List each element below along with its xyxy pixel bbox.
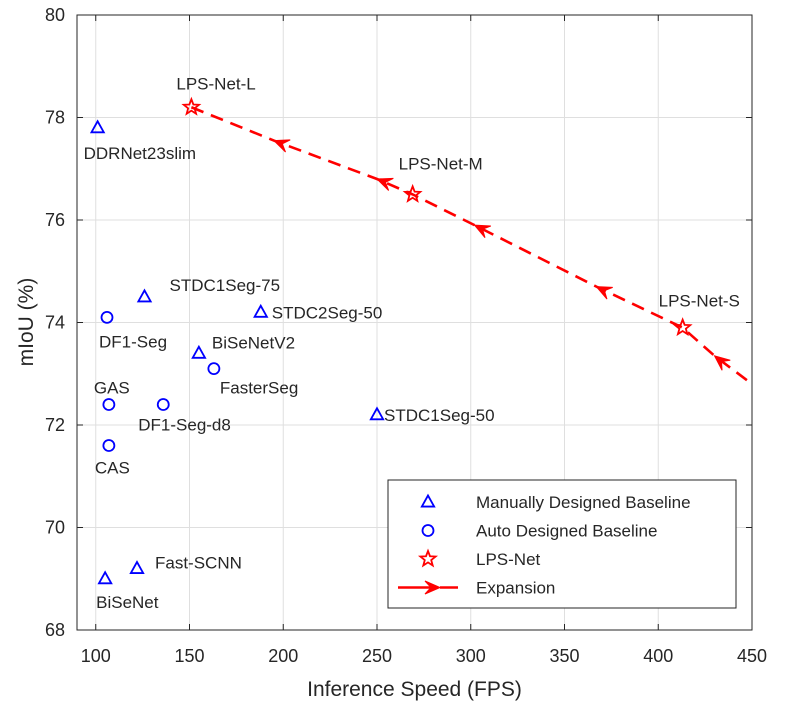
point-label-ddrnet23slim: DDRNet23slim (84, 144, 196, 163)
y-tick-label: 72 (45, 415, 65, 435)
legend-symbol-auto-designed-baseline (421, 524, 435, 537)
point-gas (102, 398, 116, 411)
point-bisenetv2 (191, 344, 207, 359)
y-tick-label: 78 (45, 108, 65, 128)
x-tick-label: 250 (362, 646, 392, 666)
x-tick-label: 400 (643, 646, 673, 666)
point-label-lps-net-s: LPS-Net-S (659, 292, 740, 311)
ticks: 100 150 200 250 300 350 400 450 68 70 72 74 76 78 80 (45, 5, 767, 666)
legend: Manually Designed Baseline Auto Designed … (387, 479, 737, 609)
series-layer: DDRNet23slim STDC1Seg-75 STDC2Seg-50 BiSeNe… (84, 74, 753, 612)
x-tick-label: 350 (549, 646, 579, 666)
point-stdc1seg-75 (136, 288, 153, 303)
point-label-df1-seg-d8: DF1-Seg-d8 (138, 416, 231, 435)
point-lps-net-l (181, 96, 202, 116)
point-lps-net-s (672, 317, 693, 337)
x-tick-label: 200 (268, 646, 298, 666)
point-label-stdc2seg-50: STDC2Seg-50 (272, 303, 383, 322)
point-label-gas: GAS (94, 379, 130, 398)
expansion-arrowhead (595, 286, 613, 300)
legend-symbol-manually-designed-baseline (420, 493, 436, 508)
expansion-arrowhead (375, 177, 394, 191)
point-label-stdc1seg-75: STDC1Seg-75 (170, 276, 281, 295)
point-ddrnet23slim (89, 119, 106, 134)
point-label-fasterseg: FasterSeg (220, 379, 298, 398)
legend-symbol-expansion-arrow (424, 580, 442, 595)
legend-label-lps-net: LPS-Net (476, 550, 541, 569)
point-stdc2seg-50 (253, 303, 269, 318)
series-lps-net: LPS-Net-L LPS-Net-M LPS-Net-S (176, 74, 740, 337)
legend-label-manually-designed-baseline: Manually Designed Baseline (476, 493, 691, 512)
point-stdc1seg-50 (369, 406, 385, 421)
x-tick-label: 100 (81, 646, 111, 666)
point-df1-seg (100, 310, 114, 324)
point-label-lps-net-m: LPS-Net-M (399, 154, 483, 173)
point-cas (102, 439, 116, 452)
y-tick-label: 68 (45, 620, 65, 640)
series-manually-designed-baseline: DDRNet23slim STDC1Seg-75 STDC2Seg-50 BiSeNe… (84, 119, 495, 612)
point-label-stdc1seg-50: STDC1Seg-50 (384, 406, 495, 425)
point-label-bisenet: BiSeNet (96, 593, 159, 612)
y-tick-label: 76 (45, 210, 65, 230)
legend-label-expansion: Expansion (476, 579, 555, 598)
point-label-cas: CAS (95, 459, 130, 478)
point-label-lps-net-l: LPS-Net-L (176, 74, 255, 93)
point-fast-scnn (129, 560, 145, 574)
point-lps-net-m (402, 183, 423, 203)
point-label-fast-scnn: Fast-SCNN (155, 554, 242, 573)
legend-label-auto-designed-baseline: Auto Designed Baseline (476, 522, 657, 541)
point-label-bisenetv2: BiSeNetV2 (212, 333, 295, 352)
legend-symbol-lps-net (417, 548, 439, 568)
x-tick-label: 150 (174, 646, 204, 666)
y-tick-label: 74 (45, 313, 65, 333)
expansion-arrowhead (713, 355, 731, 371)
point-bisenet (97, 570, 113, 585)
x-tick-label: 450 (737, 646, 767, 666)
expansion-arrowhead (473, 224, 491, 238)
y-tick-label: 80 (45, 5, 65, 25)
x-axis-label: Inference Speed (FPS) (307, 678, 522, 701)
y-tick-label: 70 (45, 518, 65, 538)
point-fasterseg (207, 362, 221, 376)
x-tick-label: 300 (456, 646, 486, 666)
point-df1-seg-d8 (156, 398, 170, 411)
expansion-arrowhead (272, 139, 291, 153)
series-auto-designed-baseline: DF1-Seg FasterSeg GAS DF1-Seg-d8 CAS (94, 310, 298, 478)
y-axis-label: mIoU (%) (15, 278, 38, 367)
point-label-df1-seg: DF1-Seg (99, 332, 167, 351)
